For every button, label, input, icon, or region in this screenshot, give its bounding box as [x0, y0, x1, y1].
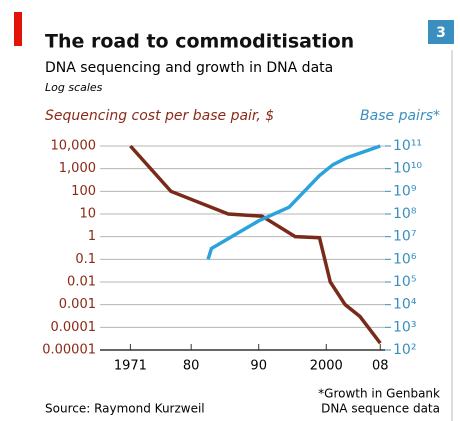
x-tick-label: 2000 — [310, 359, 343, 374]
x-tick-label: 90 — [250, 359, 267, 374]
y2-tick-label: 10⁹ — [393, 183, 417, 199]
y2-tick-label: 10⁵ — [393, 274, 416, 290]
footnote: DNA sequence data — [321, 402, 440, 416]
y-tick-label: 1,000 — [59, 161, 96, 176]
y2-tick-label: 10⁴ — [393, 297, 417, 313]
y2-tick-label: 10³ — [393, 319, 416, 335]
y2-tick-label: 10⁶ — [393, 251, 417, 267]
line — [206, 144, 381, 260]
y2-tick-label: 10² — [393, 342, 416, 358]
y-tick-label: 10,000 — [51, 139, 97, 154]
source: Source: Raymond Kurzweil — [45, 402, 205, 416]
y-tick-label: 1 — [88, 229, 96, 244]
chart-title: The road to commoditisation — [45, 31, 354, 53]
line — [129, 144, 382, 345]
y-tick-label: 0.00001 — [42, 343, 96, 358]
x-tick-label: 80 — [183, 359, 200, 374]
red-tag — [14, 12, 22, 46]
y-tick-label: 0.1 — [75, 252, 96, 267]
badge: 3 — [436, 25, 446, 41]
y2-axis-label: Base pairs* — [360, 108, 440, 124]
y-tick-label: 100 — [71, 184, 96, 199]
badge-box — [428, 20, 454, 44]
y2-tick-label: 10⁷ — [393, 229, 416, 245]
y2-tick-label: 10¹¹ — [393, 138, 422, 154]
y-tick-label: 0.001 — [59, 297, 96, 312]
footnote: *Growth in Genbank — [318, 387, 440, 401]
subtitle: DNA sequencing and growth in DNA data — [45, 60, 333, 76]
x-tick-label: 1971 — [114, 359, 147, 374]
y-tick-label: 0.0001 — [51, 320, 97, 335]
note: Log scales — [45, 81, 103, 94]
x-tick-label: 08 — [372, 359, 389, 374]
y-axis-label: Sequencing cost per base pair, $ — [45, 108, 274, 124]
y-tick-label: 0.01 — [67, 275, 96, 290]
y2-tick-label: 10⁸ — [393, 206, 417, 222]
y2-tick-label: 10¹⁰ — [393, 161, 422, 177]
y-tick-label: 10 — [79, 207, 96, 222]
